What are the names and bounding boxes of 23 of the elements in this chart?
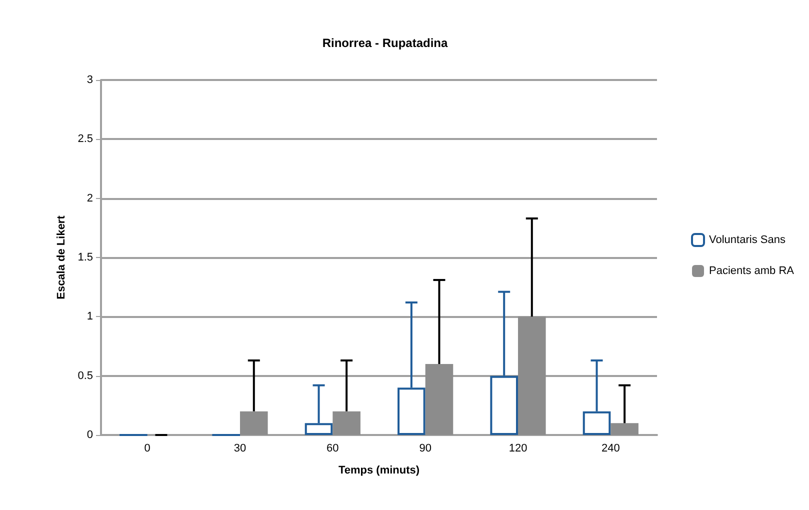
- y-tick-label: 2: [86, 192, 93, 204]
- x-tick-label: 90: [419, 442, 432, 454]
- chart-title: Rinorrea - Rupatadina: [322, 36, 448, 50]
- bar: [518, 316, 546, 435]
- y-tick-label: 1.5: [78, 252, 93, 264]
- y-tick-label: 0: [86, 429, 93, 441]
- y-axis-title: Escala de Likert: [55, 215, 68, 300]
- x-axis-title: Temps (minuts): [338, 464, 420, 476]
- x-tick-label: 30: [234, 442, 246, 454]
- x-tick-label: 0: [144, 442, 150, 454]
- x-tick-label: 120: [508, 442, 528, 454]
- y-tick-label: 1: [86, 310, 93, 323]
- y-tick-label: 0.5: [78, 370, 93, 382]
- bar: [240, 411, 268, 435]
- bar: [610, 423, 638, 435]
- legend-label: Pacients amb RA: [709, 265, 795, 277]
- x-tick-label: 240: [601, 442, 620, 454]
- y-tick-label: 3: [86, 74, 93, 86]
- x-tick-label: 60: [326, 442, 339, 454]
- bar: [425, 364, 454, 435]
- legend-label: Voluntaris Sans: [709, 234, 786, 246]
- bar: [332, 411, 360, 435]
- y-tick-label: 2.5: [78, 133, 93, 146]
